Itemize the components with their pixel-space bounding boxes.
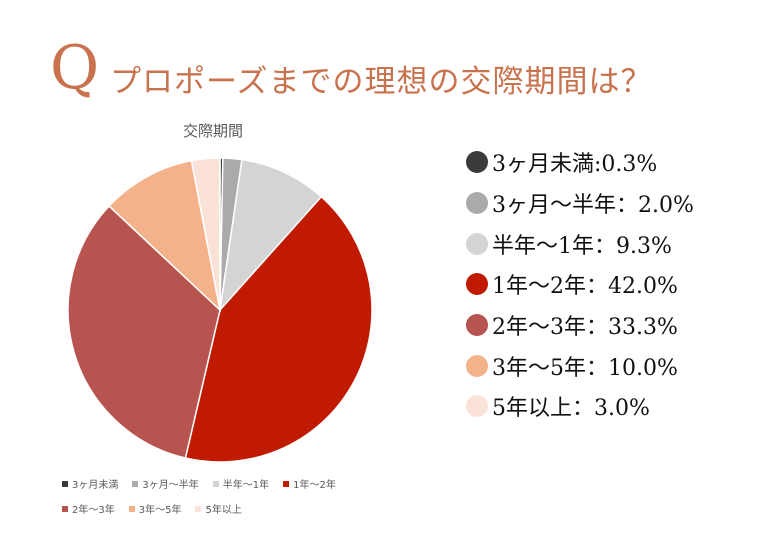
annotation-dot <box>466 232 488 255</box>
annotation-dot <box>466 151 488 174</box>
annotation-item: 5年以上：3.0% <box>466 386 694 427</box>
pie-slice-7 <box>190 157 221 311</box>
legend-swatch <box>212 480 219 487</box>
annotation-dot <box>466 354 488 377</box>
pie-slice-6 <box>108 159 222 313</box>
annotation-dot <box>466 314 488 337</box>
legend-item: 3ヶ月未満 <box>62 476 118 491</box>
legend-swatch <box>132 480 139 487</box>
legend-label: 3ヶ月未満 <box>72 480 119 491</box>
legend-label: 1年〜2年 <box>293 480 336 491</box>
annotation-label: 2年〜3年：33.3% <box>492 315 678 341</box>
annotation-dot <box>466 192 488 215</box>
legend-item: 3年〜5年 <box>128 501 182 516</box>
legend-item: 3ヶ月〜半年 <box>132 476 199 491</box>
pie-slice-5 <box>67 204 221 459</box>
legend-label: 3ヶ月〜半年 <box>142 480 199 491</box>
annotation-item: 1年〜2年：42.0% <box>466 264 694 305</box>
annotation-legend: 3ヶ月未満:0.3% 3ヶ月〜半年：2.0% 半年〜1年：9.3% 1年〜2年：42.… <box>466 142 694 427</box>
legend-row: 2年〜3年 3年〜5年 5年以上 <box>62 501 402 516</box>
annotation-label: 3ヶ月〜半年：2.0% <box>492 193 694 219</box>
annotation-dot <box>466 273 488 296</box>
legend-item: 2年〜3年 <box>62 501 115 516</box>
annotation-label: 5年以上：3.0% <box>492 396 650 422</box>
q-mark: Q <box>50 33 100 103</box>
legend-swatch <box>195 505 202 512</box>
annotation-label: 半年〜1年：9.3% <box>492 233 672 259</box>
question-heading: プロポーズまでの理想の交際期間は？ <box>110 64 653 100</box>
annotation-dot <box>466 395 488 418</box>
legend-label: 3年〜5年 <box>138 505 182 516</box>
pie-chart <box>67 157 373 463</box>
legend-swatch <box>283 480 290 487</box>
annotation-label: 3ヶ月未満:0.3% <box>492 152 658 178</box>
legend-swatch <box>62 480 68 487</box>
pie-slice-4 <box>184 195 373 463</box>
legend-label: 2年〜3年 <box>72 505 115 516</box>
chart-legend: 3ヶ月未満 3ヶ月〜半年 半年〜1年 1年〜2年 2年〜3年 3年〜5年 5年以上 <box>62 476 402 526</box>
legend-row: 3ヶ月未満 3ヶ月〜半年 半年〜1年 1年〜2年 <box>62 476 402 491</box>
annotation-label: 1年〜2年：42.0% <box>492 274 678 300</box>
legend-item: 5年以上 <box>195 501 242 516</box>
legend-swatch <box>128 505 135 512</box>
annotation-item: 半年〜1年：9.3% <box>466 223 694 264</box>
annotation-item: 3年〜5年：10.0% <box>466 345 694 386</box>
pie-slice-3 <box>218 158 323 313</box>
annotation-item: 3ヶ月未満:0.3% <box>466 142 694 183</box>
annotation-item: 2年〜3年：33.3% <box>466 305 694 346</box>
annotation-item: 3ヶ月〜半年：2.0% <box>466 183 694 224</box>
chart-title: 交際期間 <box>183 122 244 140</box>
legend-item: 1年〜2年 <box>283 476 336 491</box>
legend-item: 半年〜1年 <box>212 476 270 491</box>
legend-label: 5年以上 <box>205 505 242 516</box>
legend-label: 半年〜1年 <box>222 480 270 491</box>
legend-swatch <box>62 505 68 512</box>
annotation-label: 3年〜5年：10.0% <box>492 355 678 381</box>
